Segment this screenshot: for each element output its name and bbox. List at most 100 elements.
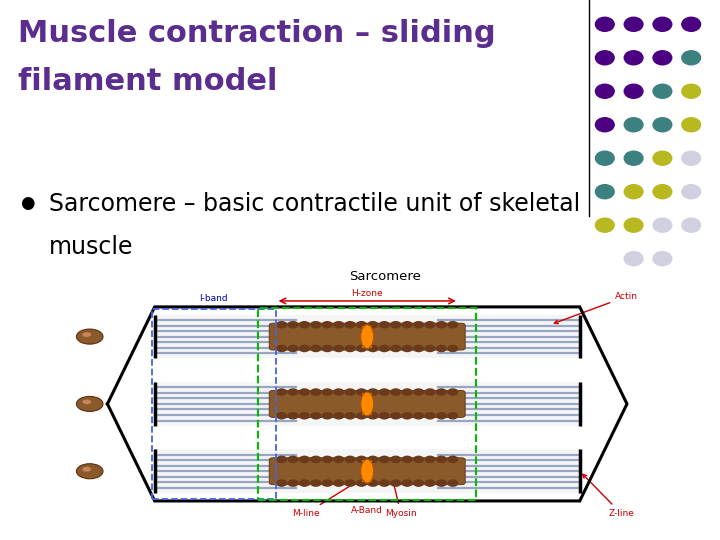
- Circle shape: [333, 321, 344, 328]
- Circle shape: [333, 456, 344, 463]
- Circle shape: [624, 51, 643, 65]
- Circle shape: [390, 456, 401, 463]
- Circle shape: [299, 321, 310, 328]
- Circle shape: [436, 388, 447, 396]
- Circle shape: [436, 456, 447, 463]
- Circle shape: [653, 51, 672, 65]
- Ellipse shape: [361, 325, 374, 348]
- Circle shape: [653, 252, 672, 266]
- Circle shape: [682, 51, 701, 65]
- Circle shape: [367, 412, 379, 420]
- Circle shape: [436, 345, 447, 352]
- Circle shape: [624, 84, 643, 98]
- Circle shape: [310, 321, 321, 328]
- Circle shape: [276, 480, 287, 487]
- Bar: [362, 460, 372, 482]
- Circle shape: [333, 388, 344, 396]
- Circle shape: [402, 345, 413, 352]
- Text: Muscle contraction – sliding: Muscle contraction – sliding: [18, 19, 495, 48]
- Text: Sarcomere – basic contractile unit of skeletal: Sarcomere – basic contractile unit of sk…: [49, 192, 580, 215]
- Text: Actin: Actin: [554, 292, 638, 323]
- Circle shape: [624, 218, 643, 232]
- Bar: [258, 308, 477, 500]
- Circle shape: [402, 456, 413, 463]
- Circle shape: [682, 151, 701, 165]
- Circle shape: [379, 456, 390, 463]
- Circle shape: [310, 412, 321, 420]
- Circle shape: [682, 118, 701, 132]
- Circle shape: [379, 412, 390, 420]
- Circle shape: [682, 84, 701, 98]
- FancyBboxPatch shape: [269, 323, 465, 350]
- Circle shape: [390, 388, 401, 396]
- Circle shape: [344, 388, 356, 396]
- Circle shape: [299, 456, 310, 463]
- Circle shape: [344, 412, 356, 420]
- Ellipse shape: [82, 467, 91, 471]
- Circle shape: [344, 480, 356, 487]
- Circle shape: [682, 17, 701, 31]
- Circle shape: [299, 345, 310, 352]
- Circle shape: [299, 388, 310, 396]
- Circle shape: [390, 480, 401, 487]
- Circle shape: [424, 345, 436, 352]
- Circle shape: [299, 480, 310, 487]
- Circle shape: [333, 345, 344, 352]
- Circle shape: [390, 345, 401, 352]
- Circle shape: [413, 321, 424, 328]
- Circle shape: [436, 321, 447, 328]
- Circle shape: [367, 456, 379, 463]
- Text: filament model: filament model: [18, 68, 277, 97]
- Circle shape: [276, 412, 287, 420]
- Circle shape: [287, 388, 299, 396]
- Circle shape: [287, 456, 299, 463]
- Circle shape: [333, 480, 344, 487]
- Circle shape: [624, 185, 643, 199]
- Circle shape: [447, 388, 459, 396]
- Circle shape: [310, 456, 321, 463]
- Circle shape: [356, 321, 367, 328]
- Ellipse shape: [76, 396, 103, 411]
- Circle shape: [367, 345, 379, 352]
- Circle shape: [424, 412, 436, 420]
- Circle shape: [595, 218, 614, 232]
- Circle shape: [595, 84, 614, 98]
- Circle shape: [447, 412, 459, 420]
- Text: Z-line: Z-line: [582, 474, 634, 518]
- Ellipse shape: [82, 332, 91, 337]
- Circle shape: [402, 480, 413, 487]
- Circle shape: [653, 118, 672, 132]
- Circle shape: [356, 456, 367, 463]
- Circle shape: [653, 17, 672, 31]
- Circle shape: [367, 480, 379, 487]
- Circle shape: [379, 388, 390, 396]
- Circle shape: [379, 480, 390, 487]
- Text: H-zone: H-zone: [351, 289, 383, 298]
- Circle shape: [287, 412, 299, 420]
- Circle shape: [344, 345, 356, 352]
- Circle shape: [595, 151, 614, 165]
- Circle shape: [344, 321, 356, 328]
- Circle shape: [287, 345, 299, 352]
- Bar: [155, 315, 580, 359]
- Circle shape: [310, 388, 321, 396]
- Circle shape: [276, 456, 287, 463]
- Text: Myosin: Myosin: [385, 475, 417, 518]
- Circle shape: [310, 480, 321, 487]
- Circle shape: [447, 345, 459, 352]
- Circle shape: [653, 84, 672, 98]
- Circle shape: [447, 456, 459, 463]
- Circle shape: [413, 480, 424, 487]
- Bar: [362, 393, 372, 415]
- Circle shape: [653, 151, 672, 165]
- Text: Sarcomere: Sarcomere: [349, 270, 421, 283]
- Circle shape: [356, 480, 367, 487]
- Circle shape: [310, 345, 321, 352]
- Circle shape: [322, 345, 333, 352]
- Circle shape: [436, 480, 447, 487]
- Circle shape: [356, 412, 367, 420]
- Circle shape: [402, 321, 413, 328]
- Circle shape: [653, 218, 672, 232]
- Circle shape: [287, 321, 299, 328]
- Circle shape: [653, 185, 672, 199]
